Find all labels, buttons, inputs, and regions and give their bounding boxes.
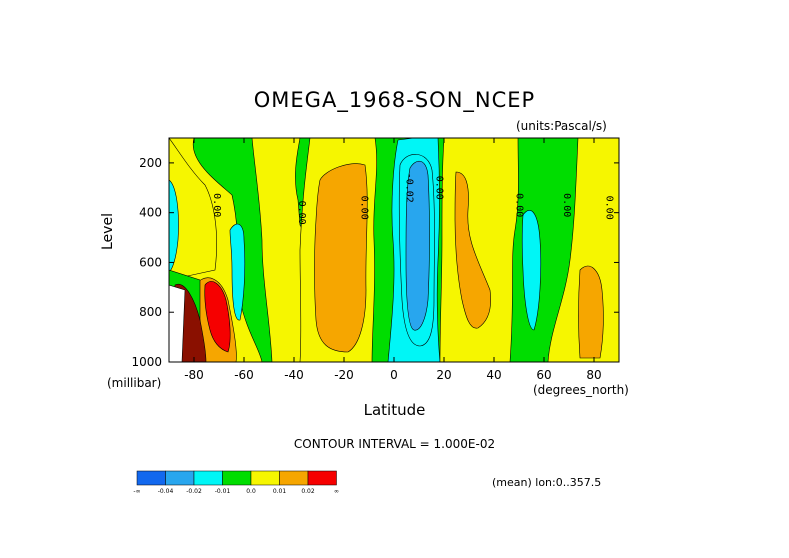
contour-value-label: 0.00	[296, 201, 307, 225]
y-tick-label: 400	[139, 206, 162, 220]
colorbar: -∞ -0.04 -0.02 -0.01 0.0 0.01 0.02 ∞	[133, 470, 339, 495]
x-tick-label: 0	[390, 368, 398, 382]
colorbar-label: 0.0	[246, 488, 256, 495]
y-axis-ticks: 200 400 600 800 1000	[131, 156, 619, 369]
colorbar-swatch	[193, 470, 223, 486]
contour-fields	[169, 138, 619, 362]
x-axis-units: (degrees_north)	[533, 383, 629, 397]
x-tick-label: 20	[436, 368, 451, 382]
x-tick-label: 40	[486, 368, 501, 382]
contour-value-label: 0.00	[514, 193, 525, 217]
plot-area	[168, 137, 620, 363]
x-tick-label: -20	[334, 368, 354, 382]
cyan-patch-polar	[169, 179, 179, 273]
colorbar-label: -0.04	[158, 488, 174, 495]
contour-value-label: 0.00	[359, 196, 370, 220]
longitude-range-text: (mean) lon:0..357.5	[492, 476, 602, 489]
contour-value-label: -0.02	[404, 173, 415, 203]
contour-interval-text: CONTOUR INTERVAL = 1.000E-02	[293, 437, 496, 451]
contour-labels: 0.00 0.00 0.00 -0.02 0.00 0.00 0.00 0.00	[211, 173, 615, 225]
missing-data-polar	[169, 284, 186, 362]
colorbar-label: -0.01	[215, 488, 231, 495]
orange-patch-subtropics	[314, 163, 368, 353]
colorbar-swatch	[307, 470, 337, 486]
colorbar-swatch	[136, 470, 166, 486]
colorbar-swatch	[222, 470, 252, 486]
contour-value-label: 0.00	[604, 196, 615, 220]
y-tick-label: 600	[139, 255, 162, 269]
colorbar-label: 0.01	[273, 488, 287, 495]
x-tick-label: 60	[536, 368, 551, 382]
x-axis-ticks: -80 -60 -40 -20 0 20 40 60 80	[184, 138, 602, 382]
red-patch-polar	[204, 281, 231, 353]
contour-value-label: 0.00	[561, 193, 572, 217]
colorbar-label: -0.02	[186, 488, 202, 495]
colorbar-label: -∞	[133, 488, 140, 495]
y-tick-label: 800	[139, 305, 162, 319]
x-tick-label: -60	[234, 368, 254, 382]
x-tick-label: 80	[586, 368, 601, 382]
x-axis-label: Latitude	[363, 401, 426, 419]
orange-patch-north	[578, 265, 604, 359]
colorbar-label: ∞	[334, 488, 339, 495]
colorbar-swatch	[165, 470, 195, 486]
yellow-band-polar	[169, 138, 217, 281]
cyan-patch-south	[229, 223, 246, 321]
chart-title: OMEGA_1968-SON_NCEP	[253, 88, 536, 112]
y-axis-units: (millibar)	[107, 376, 162, 390]
y-axis-label: Level	[100, 213, 116, 250]
x-tick-label: -40	[284, 368, 304, 382]
units-label: (units:Pascal/s)	[516, 119, 607, 133]
colorbar-swatch	[250, 470, 280, 486]
contour-value-label: 0.00	[211, 193, 222, 217]
orange-patch-north-mid	[454, 171, 491, 329]
y-tick-label: 200	[139, 156, 162, 170]
yellow-band-north-mid	[439, 138, 519, 362]
x-tick-label: -80	[184, 368, 204, 382]
blue-core-equator	[405, 161, 430, 331]
cyan-patch-north	[521, 210, 542, 331]
colorbar-swatch	[279, 470, 309, 486]
contour-value-label: 0.00	[434, 176, 445, 200]
y-tick-label: 1000	[131, 355, 162, 369]
colorbar-label: 0.02	[301, 488, 315, 495]
